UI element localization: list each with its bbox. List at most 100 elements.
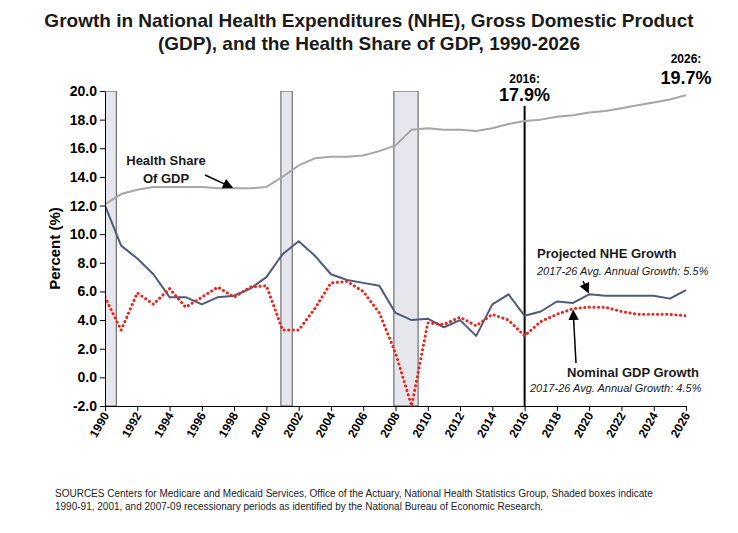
x-tick-mark [686, 406, 687, 411]
series-label: Health Share Of GDP [126, 153, 205, 186]
y-tick-label: 20.0 [70, 83, 97, 99]
y-tick-mark [100, 406, 105, 407]
y-tick-mark [100, 291, 105, 292]
x-tick-label: 1996 [184, 410, 210, 440]
x-tick: 2012 [442, 406, 468, 440]
x-tick-label: 1990 [87, 410, 113, 440]
x-tick-mark [525, 406, 526, 411]
x-tick-label: 2008 [377, 410, 403, 440]
arrow [583, 281, 588, 292]
x-tick-mark [202, 406, 203, 411]
x-tick-mark [621, 406, 622, 411]
x-tick: 1994 [151, 406, 177, 440]
x-tick-mark [492, 406, 493, 411]
x-tick: 2008 [377, 406, 403, 440]
y-axis-line [105, 92, 106, 407]
y-tick: 10.0 [70, 226, 105, 242]
x-tick-label: 1992 [119, 410, 145, 440]
y-axis-title: Percent (%) [46, 207, 63, 290]
y-tick: 20.0 [70, 83, 105, 99]
x-tick: 2010 [410, 406, 436, 440]
y-tick: 4.0 [78, 312, 105, 328]
y-tick-mark [100, 148, 105, 149]
source-note: SOURCES Centers for Medicare and Medicai… [55, 488, 653, 499]
x-tick-mark [170, 406, 171, 411]
x-tick-mark [654, 406, 655, 411]
x-tick: 2004 [313, 406, 339, 440]
series-line [105, 95, 686, 204]
y-tick-label: 18.0 [70, 112, 97, 128]
y-tick: 12.0 [70, 198, 105, 214]
x-tick: 2000 [248, 406, 274, 440]
series-label-line: Of GDP [143, 171, 190, 186]
x-tick: 2020 [571, 406, 597, 440]
series-label-line: Health Share [126, 153, 205, 168]
x-tick-label: 2024 [635, 410, 661, 440]
x-tick: 2002 [280, 406, 306, 440]
x-tick-label: 2000 [248, 410, 274, 440]
recession-box [105, 91, 116, 406]
x-axis: 199019921994 1996199820002002 200420062008… [87, 406, 694, 440]
y-tick: 6.0 [78, 283, 105, 299]
x-tick: 2024 [635, 406, 661, 440]
y-tick-mark [100, 349, 105, 350]
x-tick-mark [266, 406, 267, 411]
source-note: 1990-91, 2001, and 2007-09 recessionary … [55, 501, 543, 512]
x-tick-mark [105, 406, 106, 411]
x-tick-label: 2014 [474, 410, 500, 440]
y-tick-label: 4.0 [78, 312, 98, 328]
x-tick: 1998 [216, 406, 242, 440]
x-tick-mark [460, 406, 461, 411]
x-tick: 2022 [603, 406, 629, 440]
y-tick-label: 8.0 [78, 255, 98, 271]
y-tick-label: 16.0 [70, 140, 97, 156]
annotation-label: 2026: [671, 52, 702, 66]
x-tick: 2016 [506, 406, 532, 440]
x-tick-label: 2026 [668, 410, 694, 440]
x-tick-mark [331, 406, 332, 411]
y-tick: 18.0 [70, 112, 105, 128]
annotation-value: 19.7% [660, 68, 711, 88]
y-tick-mark [100, 120, 105, 121]
x-tick: 2026 [668, 406, 694, 440]
x-tick-mark [428, 406, 429, 411]
x-tick-label: 2010 [410, 410, 436, 440]
x-tick-label: 1998 [216, 410, 242, 440]
y-tick-mark [100, 206, 105, 207]
title-line: (GDP), and the Health Share of GDP, 1990… [158, 33, 580, 54]
y-tick: 16.0 [70, 140, 105, 156]
x-tick-label: 1994 [151, 410, 177, 440]
y-tick: 2.0 [78, 341, 105, 357]
y-tick: 14.0 [70, 169, 105, 185]
x-tick-label: 2020 [571, 410, 597, 440]
series-note: 2017-26 Avg. Annual Growth: 5.5% [536, 265, 709, 277]
y-tick-mark [100, 91, 105, 92]
y-tick-mark [100, 320, 105, 321]
y-tick: 0.0 [78, 369, 105, 385]
x-tick-mark [299, 406, 300, 411]
y-tick: 8.0 [78, 255, 105, 271]
x-tick-mark [234, 406, 235, 411]
x-tick-label: 2002 [280, 410, 306, 440]
x-tick-label: 2006 [345, 410, 371, 440]
x-tick-mark [137, 406, 138, 411]
x-tick-label: 2018 [539, 410, 565, 440]
x-tick-mark [589, 406, 590, 411]
title-line: Growth in National Health Expenditures (… [44, 10, 694, 31]
y-tick-mark [100, 377, 105, 378]
projection-line [524, 106, 526, 406]
y-tick-mark [100, 263, 105, 264]
y-tick-label: 14.0 [70, 169, 97, 185]
annotation-label: 2016: [509, 72, 540, 86]
y-tick-label: 6.0 [78, 283, 98, 299]
y-tick-label: 10.0 [70, 226, 97, 242]
x-tick: 2006 [345, 406, 371, 440]
x-tick-label: 2004 [313, 410, 339, 440]
arrow [205, 175, 231, 187]
x-tick: 1996 [184, 406, 210, 440]
y-axis: -2.00.02.04.06.08.010.012.014.016.018.02… [70, 83, 106, 414]
x-tick: 1992 [119, 406, 145, 440]
y-tick-label: 2.0 [78, 341, 98, 357]
chart: Growth in National Health Expenditures (… [0, 0, 738, 533]
x-tick-label: 2012 [442, 410, 468, 440]
